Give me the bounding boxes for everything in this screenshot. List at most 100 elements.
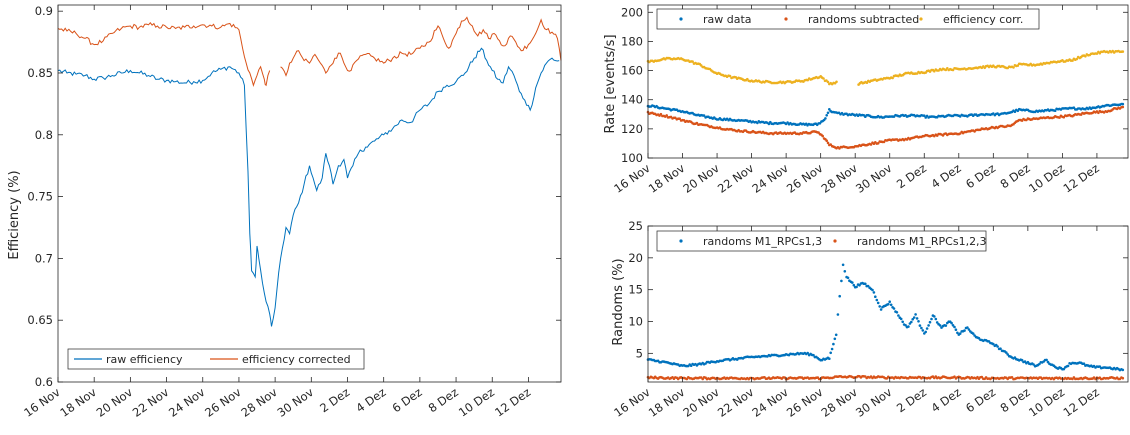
series-points-0 <box>646 102 1125 127</box>
data-point <box>821 134 824 138</box>
xtick-label: 26 Nov <box>784 161 826 196</box>
data-point <box>826 141 830 145</box>
xtick-label: 4 Dez <box>928 161 963 191</box>
ytick-label: 160 <box>621 64 643 78</box>
series-points-2 <box>646 49 1125 86</box>
data-point <box>895 311 899 314</box>
legend-randoms-rpcs13-marker <box>679 239 683 243</box>
randoms-yticks: 5 10 15 20 25 <box>628 219 1128 360</box>
data-point <box>923 114 926 117</box>
xtick-label: 28 Nov <box>819 161 861 196</box>
data-point <box>1006 353 1009 356</box>
series-points-1 <box>646 374 1125 381</box>
data-point <box>933 315 936 318</box>
data-point <box>927 324 930 327</box>
xtick-label: 22 Nov <box>715 385 757 420</box>
data-point <box>1005 351 1008 354</box>
ytick-label: 20 <box>628 251 643 265</box>
xtick-label: 20 Nov <box>680 161 722 196</box>
xtick-label: 8 Dez <box>426 385 461 415</box>
data-point <box>917 320 920 323</box>
data-point <box>1020 358 1024 362</box>
xtick-label: 10 Dez <box>1026 161 1067 196</box>
data-point <box>899 317 903 321</box>
data-point <box>691 60 694 63</box>
data-point <box>678 117 681 120</box>
ytick-label: 0.6 <box>35 375 53 389</box>
randoms-legend: randoms M1_RPCs1,3 randoms M1_RPCs1,2,3 <box>656 230 987 252</box>
data-point <box>836 313 840 316</box>
legend-raw-data-marker <box>679 17 683 21</box>
ytick-label: 0.8 <box>35 128 53 142</box>
xtick-label: 4 Dez <box>928 385 963 415</box>
data-point <box>915 317 919 320</box>
data-point <box>966 326 969 329</box>
xtick-label: 16 Nov <box>611 161 653 196</box>
data-point <box>938 324 942 327</box>
data-point <box>920 326 923 330</box>
xtick-label: 20 Nov <box>94 385 136 420</box>
xtick-label: 18 Nov <box>58 385 100 420</box>
data-point <box>1062 367 1066 371</box>
data-point <box>911 318 914 321</box>
data-point <box>874 295 877 299</box>
xtick-label: 26 Nov <box>784 385 826 420</box>
xtick-label: 18 Nov <box>646 385 688 420</box>
data-point <box>956 331 959 335</box>
randoms-ylabel: Randoms (%) <box>611 258 626 345</box>
xtick-label: 12 Dez <box>1061 385 1102 420</box>
xtick-label: 2 Dez <box>317 385 352 415</box>
data-point <box>665 114 668 117</box>
ytick-label: 180 <box>621 34 643 48</box>
data-point <box>824 117 827 120</box>
xtick-label: 12 Dez <box>492 385 533 420</box>
ytick-label: 0.7 <box>35 251 53 265</box>
data-point <box>907 325 910 328</box>
xtick-label: 24 Nov <box>166 385 208 420</box>
data-point <box>830 347 834 351</box>
data-point <box>910 320 913 324</box>
xtick-label: 18 Nov <box>646 161 688 196</box>
rate-legend-box <box>656 8 1040 30</box>
data-point <box>685 377 689 381</box>
legend-randoms-subtracted-marker <box>784 17 788 21</box>
rate-yticks: 100 120 140 160 180 200 <box>621 5 1128 165</box>
data-point <box>925 327 929 330</box>
data-point <box>1084 55 1087 58</box>
data-point <box>904 324 907 327</box>
xtick-label: 12 Dez <box>1061 161 1102 196</box>
data-point <box>872 291 876 294</box>
data-point <box>1071 59 1074 62</box>
randoms-legend-box <box>656 230 987 252</box>
rate-series-group <box>646 49 1125 150</box>
data-point <box>935 321 939 324</box>
data-point <box>930 317 933 321</box>
xtick-label: 2 Dez <box>894 385 929 415</box>
series-points-0 <box>646 263 1125 372</box>
data-point <box>702 114 706 117</box>
ytick-label: 0.9 <box>35 4 53 18</box>
ytick-label: 200 <box>621 5 643 19</box>
ytick-label: 0.65 <box>27 313 53 327</box>
data-point <box>840 279 843 283</box>
xtick-label: 30 Nov <box>853 385 895 420</box>
data-point <box>963 329 966 332</box>
data-point <box>918 324 922 327</box>
data-point <box>812 353 815 357</box>
rate-ylabel: Rate [events/s] <box>603 34 618 133</box>
ytick-label: 10 <box>628 315 643 329</box>
data-point <box>834 333 838 337</box>
data-point <box>934 317 938 321</box>
data-point <box>888 300 891 304</box>
rate-panel: Rate [events/s] 100 120 140 160 180 200 16 No… <box>603 4 1129 196</box>
data-point <box>852 283 856 287</box>
ytick-label: 5 <box>636 346 643 360</box>
data-point <box>826 80 830 84</box>
data-point <box>832 342 835 346</box>
data-point <box>866 284 870 288</box>
xtick-label: 6 Dez <box>963 161 998 191</box>
ytick-label: 120 <box>621 122 643 136</box>
